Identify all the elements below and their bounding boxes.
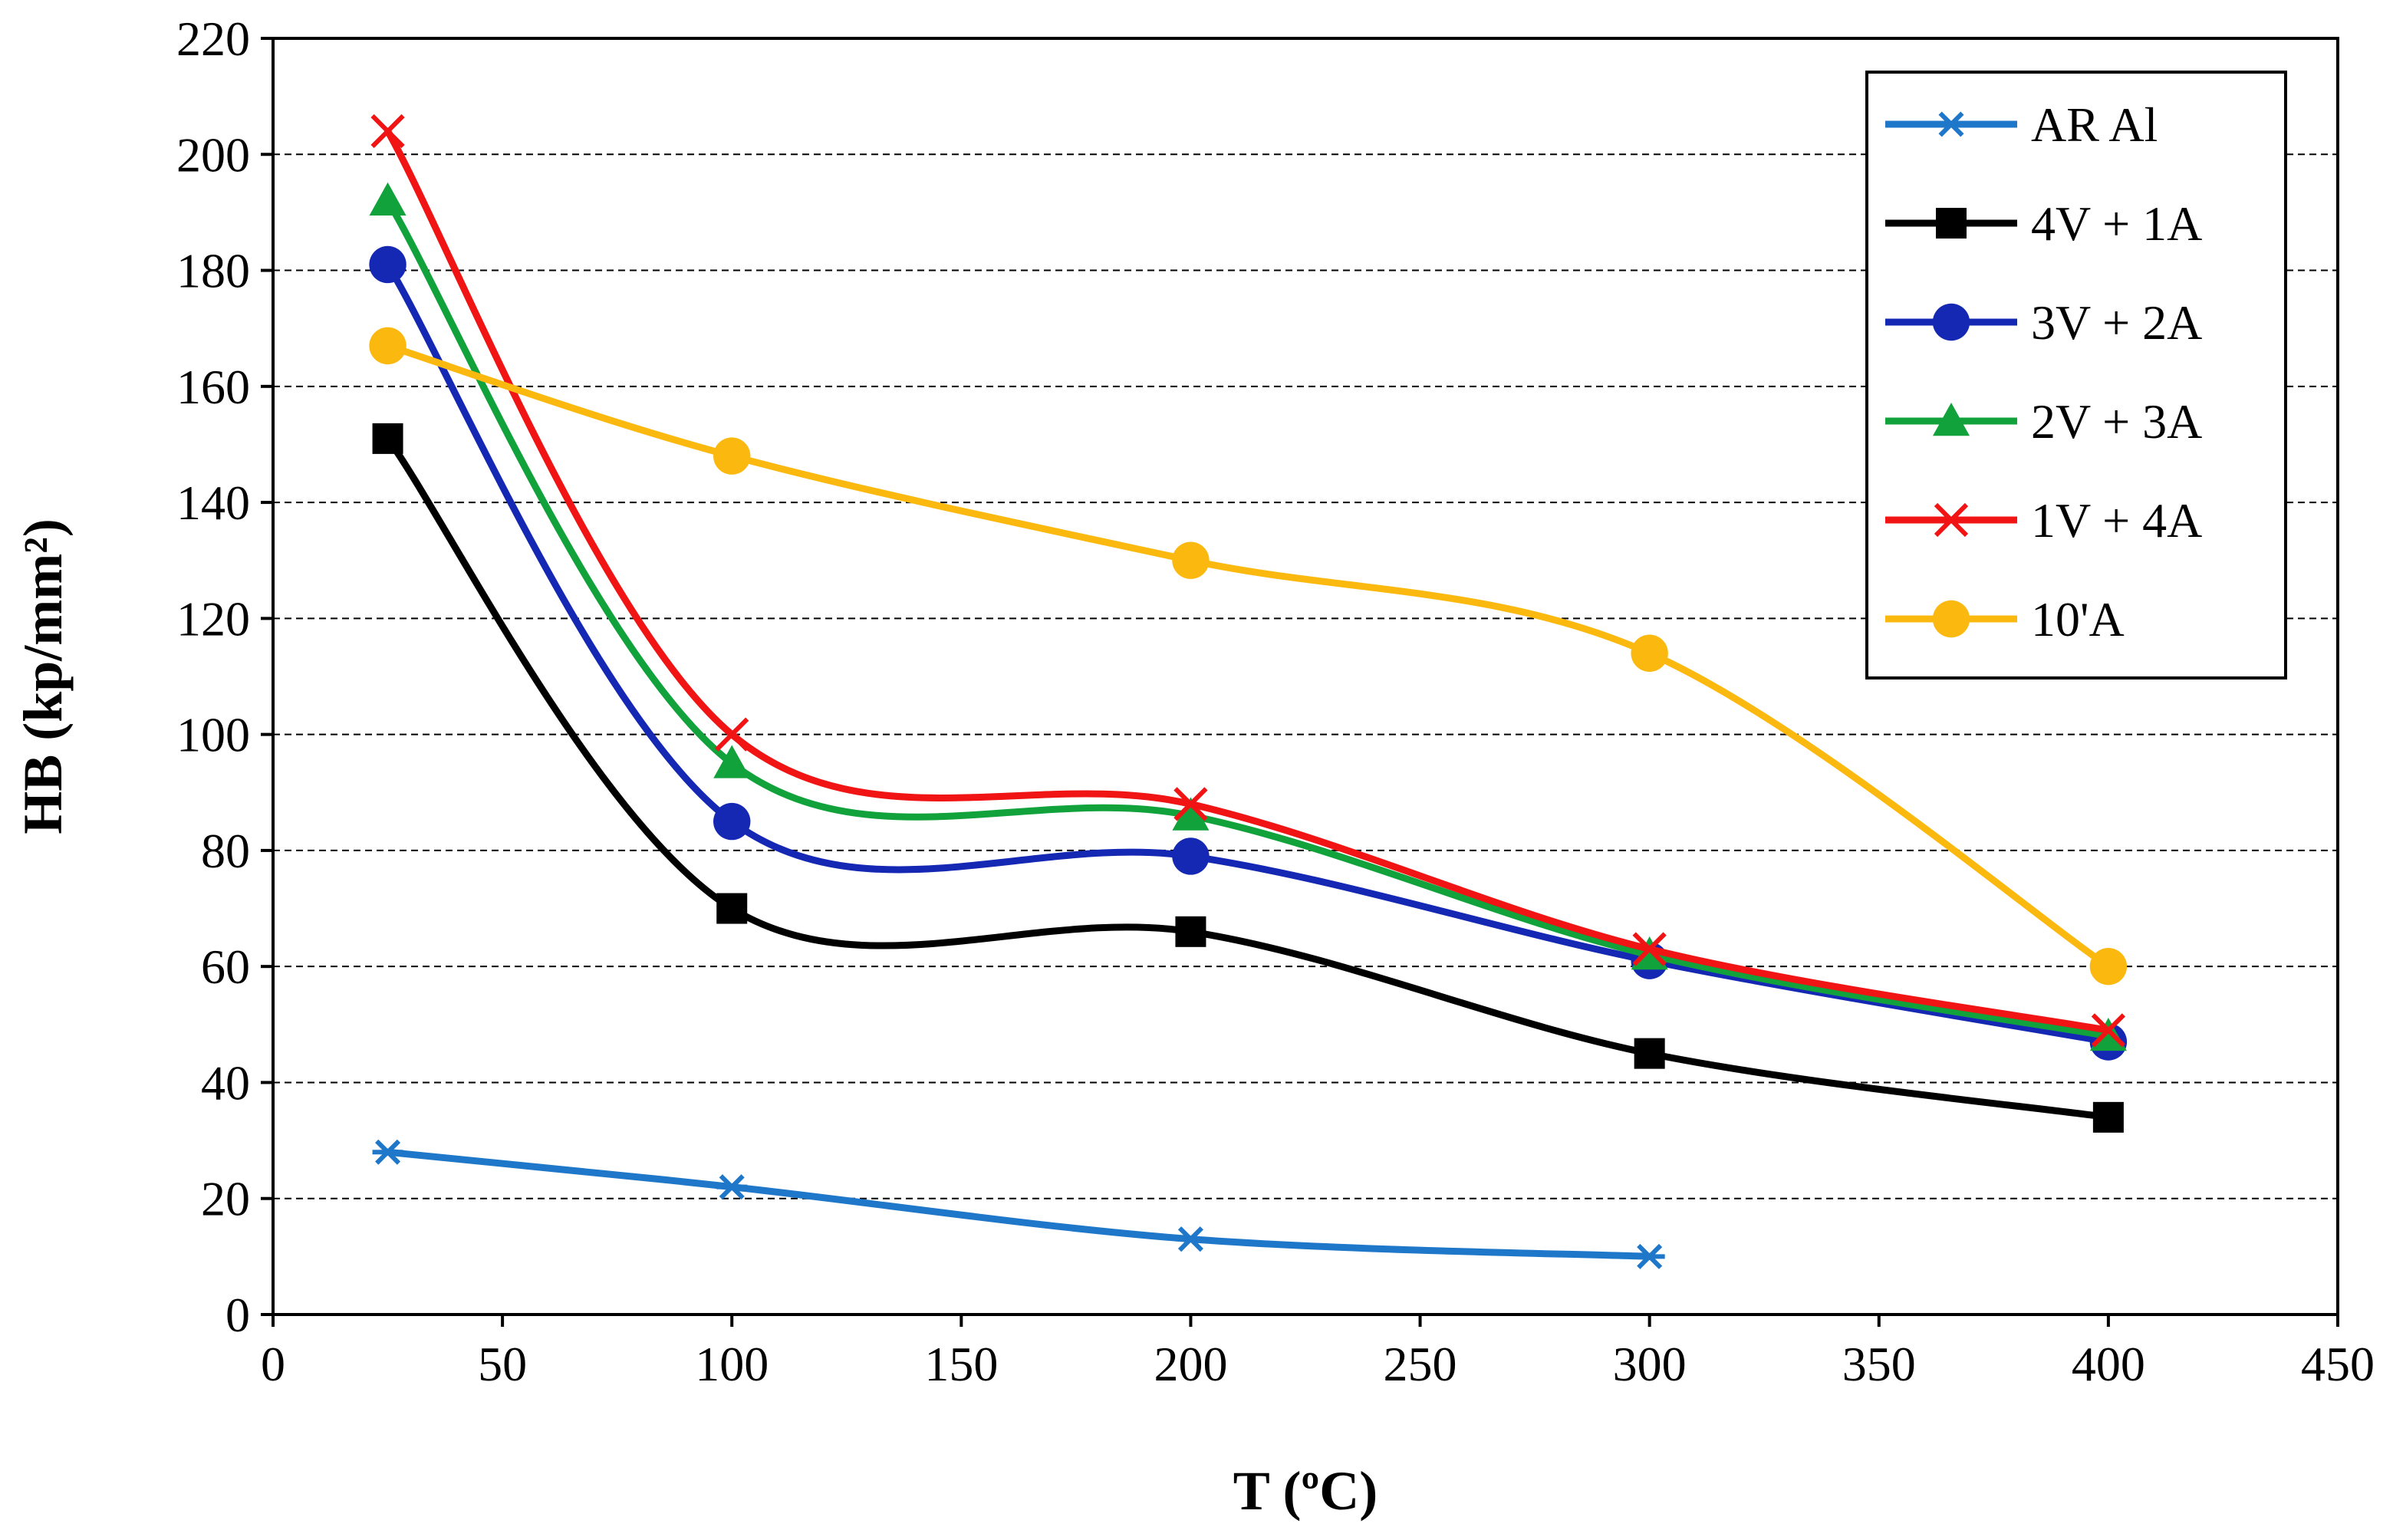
x-axis-title: T (ºC) — [1233, 1460, 1378, 1522]
data-point-marker — [1932, 303, 1970, 341]
legend-entry: 1V + 4A — [1885, 493, 2202, 548]
data-point-marker — [713, 802, 751, 841]
data-point-marker — [1936, 208, 1967, 239]
data-point-marker — [369, 182, 407, 216]
x-tick-label: 300 — [1613, 1337, 1687, 1391]
series-1 — [372, 1139, 1665, 1269]
data-point-marker — [1936, 111, 1967, 137]
y-axis-title: HB (kp/mm²) — [12, 518, 74, 834]
x-tick-label: 350 — [1842, 1337, 1916, 1391]
data-point-marker — [1175, 916, 1206, 947]
series-5 — [370, 114, 2126, 1048]
plot-area-frame — [272, 37, 2339, 1316]
data-point-marker — [713, 745, 751, 778]
x-tick-label: 150 — [924, 1337, 998, 1391]
x-tick-label: 200 — [1154, 1337, 1227, 1391]
y-tick-label: 20 — [201, 1172, 250, 1226]
legend-label: AR Al — [2031, 97, 2158, 152]
data-point-marker — [1173, 787, 1208, 821]
series-line — [384, 1148, 1654, 1260]
series-line — [384, 197, 2112, 1040]
legend-label: 1V + 4A — [2031, 493, 2202, 548]
data-point-marker — [715, 717, 749, 752]
y-tick-label: 100 — [176, 708, 250, 762]
series-line — [384, 435, 2112, 1121]
legend-entry: 3V + 2A — [1885, 295, 2202, 350]
legend-label: 3V + 2A — [2031, 295, 2202, 350]
y-tick-label: 80 — [201, 824, 250, 878]
data-point-marker — [1172, 837, 1210, 875]
data-point-marker — [716, 893, 748, 924]
data-point-marker — [1175, 1226, 1206, 1252]
y-tick-label: 40 — [201, 1055, 250, 1110]
data-point-marker — [369, 327, 407, 365]
legend-entry: 4V + 1A — [1885, 196, 2202, 251]
legend: AR Al 4V + 1A 3V + 2A 2V + 3A 1V + 4A 10'A — [1865, 71, 2287, 680]
axis-ticks: 0 20 40 60 80 100 120 140 160 180 200 220 0 50 100 150 2… — [176, 12, 2375, 1391]
data-point-marker — [1172, 541, 1210, 579]
x-tick-label: 250 — [1384, 1337, 1457, 1391]
y-tick-label: 180 — [176, 244, 250, 298]
data-point-marker — [1632, 932, 1667, 966]
data-point-marker — [1172, 797, 1210, 831]
y-tick-label: 0 — [225, 1288, 250, 1342]
data-point-marker — [1634, 1038, 1665, 1069]
data-point-marker — [1634, 1243, 1665, 1269]
series-6 — [369, 327, 2128, 986]
legend-label: 2V + 3A — [2031, 394, 2202, 449]
legend-entry: 10'A — [1885, 592, 2125, 647]
legend-box — [1865, 71, 2287, 680]
x-tick-label: 400 — [2072, 1337, 2145, 1391]
series-line — [384, 127, 2112, 1034]
y-tick-label: 200 — [176, 127, 250, 182]
x-tick-label: 100 — [695, 1337, 769, 1391]
data-point-marker — [1932, 600, 1970, 638]
y-tick-label: 160 — [176, 360, 250, 414]
y-tick-label: 140 — [176, 475, 250, 530]
x-tick-label: 450 — [2301, 1337, 2375, 1391]
legend-label: 4V + 1A — [2031, 196, 2202, 251]
y-tick-label: 120 — [176, 591, 250, 646]
y-tick-label: 60 — [201, 939, 250, 994]
series-2 — [372, 423, 2124, 1133]
x-tick-label: 50 — [478, 1337, 527, 1391]
legend-label: 10'A — [2031, 592, 2125, 647]
data-point-marker — [713, 437, 751, 475]
data-point-marker — [1631, 634, 1668, 672]
data-point-marker — [1934, 502, 1969, 538]
data-point-marker — [372, 1139, 403, 1165]
series-layer — [369, 114, 2128, 1269]
data-point-marker — [372, 423, 403, 454]
legend-entry: 2V + 3A — [1885, 394, 2202, 449]
data-point-marker — [369, 245, 407, 284]
legend-entry: AR Al — [1885, 97, 2158, 152]
data-point-marker — [2089, 947, 2128, 986]
data-point-marker — [2092, 1101, 2124, 1133]
y-tick-label: 220 — [176, 12, 250, 66]
series-line — [384, 342, 2112, 970]
x-tick-label: 0 — [261, 1337, 285, 1391]
data-point-marker — [1933, 403, 1970, 436]
data-point-marker — [2091, 1013, 2126, 1048]
data-point-marker — [370, 114, 405, 149]
data-point-marker — [716, 1174, 748, 1200]
